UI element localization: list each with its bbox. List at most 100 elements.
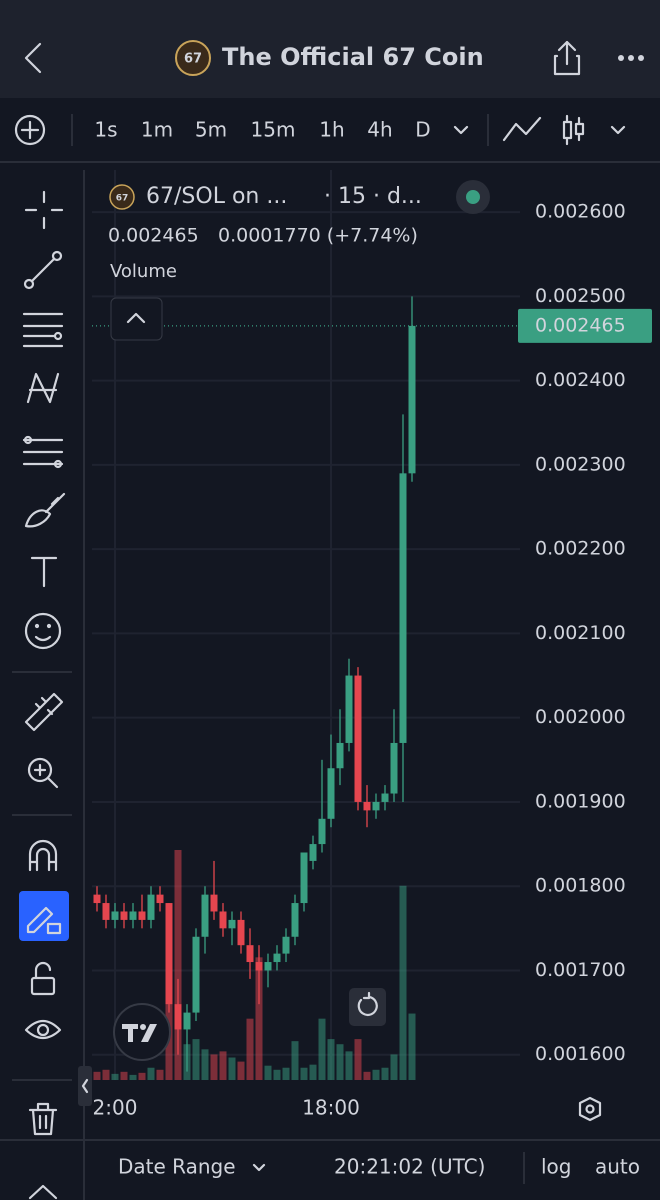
unlock-tool[interactable] <box>30 961 56 996</box>
volume-bar <box>228 1057 236 1080</box>
candle-body <box>327 768 335 819</box>
volume-bar <box>192 1039 200 1080</box>
collapse-legend-button[interactable] <box>110 297 163 341</box>
legend-volume: Volume <box>110 261 177 282</box>
auto-button[interactable]: auto <box>595 1155 640 1179</box>
candle-body <box>363 801 371 811</box>
projection-tool[interactable] <box>22 435 64 469</box>
timeframe-button[interactable]: 1h <box>319 118 344 142</box>
timeframe-button[interactable]: 1m <box>141 118 173 142</box>
candle-body <box>345 675 353 743</box>
pattern-tool[interactable] <box>26 372 60 404</box>
axis-settings-dot <box>585 1104 595 1114</box>
delete-tool[interactable] <box>28 1102 58 1136</box>
lock-drawing-button[interactable] <box>19 891 69 941</box>
timeframe-button[interactable]: 15m <box>251 118 296 142</box>
volume-bar <box>309 1064 317 1080</box>
reset-icon <box>357 991 378 1016</box>
magnet-tool[interactable] <box>28 839 58 872</box>
candle-body <box>246 945 254 963</box>
candle-body <box>192 936 200 1013</box>
candle-body <box>102 903 110 920</box>
brush-tool[interactable] <box>24 492 66 528</box>
fib-tool[interactable] <box>22 312 64 348</box>
candle-body <box>282 936 290 954</box>
volume-bar <box>129 1074 137 1080</box>
volume-bar <box>399 885 407 1080</box>
y-tick-label: 0.001700 <box>535 959 626 981</box>
reset-view-button[interactable] <box>349 988 386 1026</box>
header-title: The Official 67 Coin <box>222 43 484 71</box>
volume-bar <box>345 1051 353 1080</box>
y-tick-label: 0.001900 <box>535 790 626 812</box>
candle-body <box>354 675 362 802</box>
date-range-button[interactable]: Date Range <box>118 1155 236 1179</box>
candle-body <box>174 1004 182 1030</box>
tv-logo-mark <box>122 1024 157 1042</box>
timeframe-button[interactable]: 1s <box>94 118 117 142</box>
candle-body <box>129 911 137 920</box>
timeframe-button[interactable]: 4h <box>367 118 392 142</box>
candle-body <box>237 919 245 946</box>
trend-line-tool[interactable] <box>23 250 63 290</box>
zoom-tool[interactable] <box>27 757 59 789</box>
sidebar-toggle[interactable] <box>78 1066 92 1106</box>
clock: 20:21:02 (UTC) <box>334 1155 485 1179</box>
share-button[interactable] <box>553 40 581 76</box>
x-tick-label: 18:00 <box>302 1096 360 1120</box>
volume-bar <box>372 1069 380 1080</box>
timeframe-button[interactable]: D <box>415 118 430 142</box>
volume-bar <box>390 1054 398 1080</box>
candle-body <box>165 903 173 1005</box>
volume-bar <box>282 1067 290 1080</box>
volume-bar <box>120 1071 128 1080</box>
status-dot <box>466 190 480 204</box>
emoji-tool[interactable] <box>24 612 62 650</box>
candle-body <box>273 953 281 963</box>
candle-body <box>138 911 146 920</box>
candle-body <box>120 911 128 920</box>
y-tick-label: 0.002000 <box>535 706 626 728</box>
y-tick-label: 0.002100 <box>535 622 626 644</box>
volume-bar <box>174 850 182 1080</box>
add-indicator-button[interactable] <box>14 114 46 146</box>
candle-body <box>399 473 407 743</box>
text-tool[interactable] <box>30 556 58 588</box>
y-tick-label: 0.002400 <box>535 369 626 391</box>
y-tick-label: 0.002500 <box>535 285 626 307</box>
volume-bar <box>201 1049 209 1080</box>
coin-logo-text: 67 <box>184 52 202 67</box>
y-tick-label: 0.002300 <box>535 453 626 475</box>
candle-body <box>183 1012 191 1030</box>
candle-chart-button[interactable] <box>562 114 585 146</box>
volume-bar <box>147 1067 155 1080</box>
candle-body <box>381 793 389 802</box>
volume-bar <box>255 957 263 1080</box>
timeframe-menu[interactable] <box>453 125 469 135</box>
axis-settings[interactable] <box>578 1096 602 1122</box>
log-button[interactable]: log <box>541 1155 572 1179</box>
y-tick-label: 0.001600 <box>535 1043 626 1065</box>
visibility-tool[interactable] <box>24 1019 62 1040</box>
timeframe-button[interactable]: 5m <box>195 118 227 142</box>
ruler-tool[interactable] <box>24 692 64 732</box>
candle-body <box>219 911 227 929</box>
candle-body <box>264 962 272 971</box>
volume-bar <box>138 1072 146 1080</box>
back-button[interactable] <box>24 42 42 74</box>
symbol-logo-text: 67 <box>116 194 129 204</box>
more-button[interactable] <box>618 55 644 61</box>
last-price-label: 0.002465 <box>535 314 626 336</box>
volume-bar <box>246 1018 254 1080</box>
volume-bar <box>93 1071 101 1080</box>
candle-body <box>147 894 155 920</box>
chart-type-menu[interactable] <box>610 125 626 135</box>
y-tick-label: 0.001800 <box>535 875 626 897</box>
line-chart-button[interactable] <box>502 116 542 142</box>
date-range-chevron <box>252 1163 266 1172</box>
volume-bar <box>273 1069 281 1080</box>
tv-logo[interactable] <box>113 1003 171 1061</box>
coin-logo <box>175 40 211 76</box>
y-tick-label: 0.002200 <box>535 538 626 560</box>
crosshair-tool[interactable] <box>24 190 64 230</box>
